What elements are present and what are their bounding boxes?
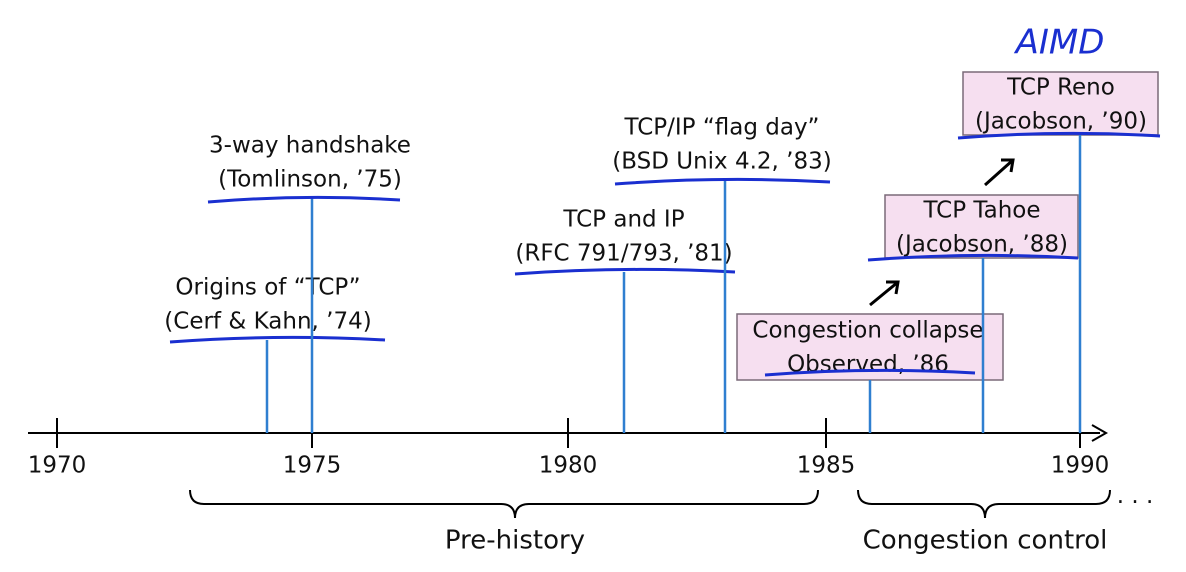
event-label: (Tomlinson, ’75) (218, 167, 402, 193)
event-label: (RFC 791/793, ’81) (515, 241, 732, 267)
event-label: (Cerf & Kahn, ’74) (164, 309, 371, 335)
brace (857, 489, 1111, 519)
underline (957, 131, 1161, 140)
underline (764, 368, 976, 377)
brace (189, 489, 819, 519)
tick-label: 1980 (539, 453, 598, 479)
underline (169, 335, 386, 344)
event-label: TCP Tahoe (922, 198, 1040, 224)
event-label: TCP Reno (1006, 75, 1115, 101)
span-label: Pre-history (445, 526, 585, 556)
event-label: 3-way handshake (209, 133, 411, 159)
event-label: TCP and IP (562, 207, 684, 233)
tick-label: 1985 (797, 453, 856, 479)
axis-arrow (1091, 424, 1109, 442)
underline (207, 195, 401, 204)
underline (867, 253, 1079, 262)
arrow (869, 280, 900, 307)
arrow (984, 158, 1015, 187)
event-label: Origins of “TCP” (175, 275, 360, 301)
ellipsis: · · · (1117, 490, 1154, 516)
event-box (962, 71, 1159, 136)
span-label: Congestion control (863, 526, 1108, 556)
event-box (884, 194, 1079, 259)
underline (514, 267, 736, 276)
annotation: AIMD (1014, 23, 1105, 63)
tick-label: 1990 (1051, 453, 1110, 479)
underline (614, 177, 831, 186)
event-label: (Jacobson, ’88) (896, 232, 1068, 258)
event-label: (BSD Unix 4.2, ’83) (612, 149, 831, 175)
event-label: Congestion collapse (752, 318, 983, 344)
tick-label: 1970 (28, 453, 87, 479)
tick-label: 1975 (283, 453, 342, 479)
event-label: TCP/IP “flag day” (624, 115, 820, 141)
event-label: (Jacobson, ’90) (975, 109, 1147, 135)
